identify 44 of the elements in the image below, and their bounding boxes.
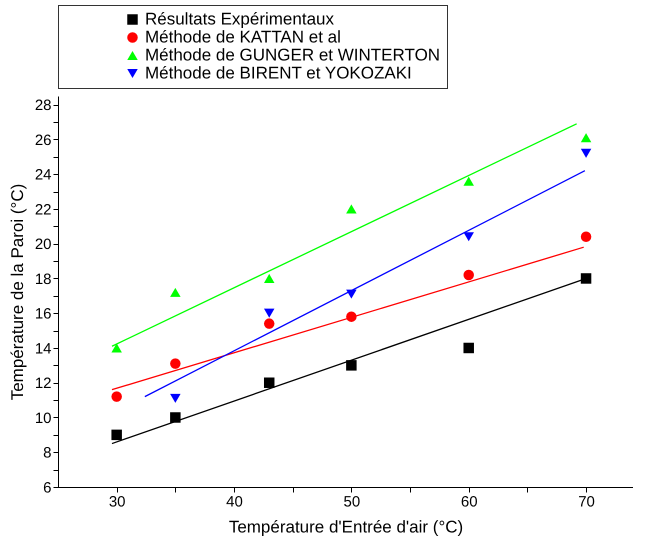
point xyxy=(580,273,592,284)
point xyxy=(463,270,474,280)
point xyxy=(264,377,274,388)
y-tick-label: 14 xyxy=(34,340,52,358)
y-tick-label: 20 xyxy=(34,236,52,254)
point xyxy=(111,430,122,440)
y-tick-label: 26 xyxy=(34,132,52,149)
x-tick-label: 60 xyxy=(460,494,478,510)
x-tick-label: 70 xyxy=(578,494,595,510)
x-tick-label: 50 xyxy=(344,494,360,510)
point xyxy=(170,394,181,403)
point xyxy=(580,133,592,142)
y-tick-label: 12 xyxy=(34,375,52,392)
point xyxy=(346,204,357,214)
legend-label: Résultats Expérimentaux xyxy=(145,10,334,28)
point xyxy=(170,358,181,369)
point xyxy=(463,342,474,354)
legend-label: Méthode de GUNGER et WINTERTON xyxy=(145,46,440,64)
point xyxy=(463,232,474,242)
y-tick-label: 10 xyxy=(34,410,52,427)
x-tick-label: 40 xyxy=(226,494,243,510)
x-tick-label: 30 xyxy=(108,494,126,510)
y-axis-title: Température de la Paroi (°C) xyxy=(8,184,27,400)
point xyxy=(111,391,122,402)
x-axis-title: Température d'Entrée d'air (°C) xyxy=(228,518,464,536)
point xyxy=(264,318,274,329)
y-tick-label: 16 xyxy=(34,306,52,323)
legend-label: Méthode de BIRENT et YOKOZAKI xyxy=(145,64,412,82)
y-tick-label: 8 xyxy=(43,444,52,462)
y-tick-label: 18 xyxy=(34,270,52,288)
point xyxy=(580,232,592,242)
point xyxy=(264,308,274,318)
legend-label: Méthode de KATTAN et al xyxy=(145,28,341,46)
point xyxy=(170,288,181,297)
y-tick-label: 22 xyxy=(34,201,52,218)
point xyxy=(264,274,274,284)
point xyxy=(111,343,122,353)
point xyxy=(346,360,357,371)
y-tick-label: 6 xyxy=(43,480,52,496)
point xyxy=(170,412,181,423)
point xyxy=(463,176,474,186)
y-tick-label: 24 xyxy=(34,166,52,184)
point xyxy=(580,148,592,158)
y-tick-label: 28 xyxy=(34,97,52,114)
